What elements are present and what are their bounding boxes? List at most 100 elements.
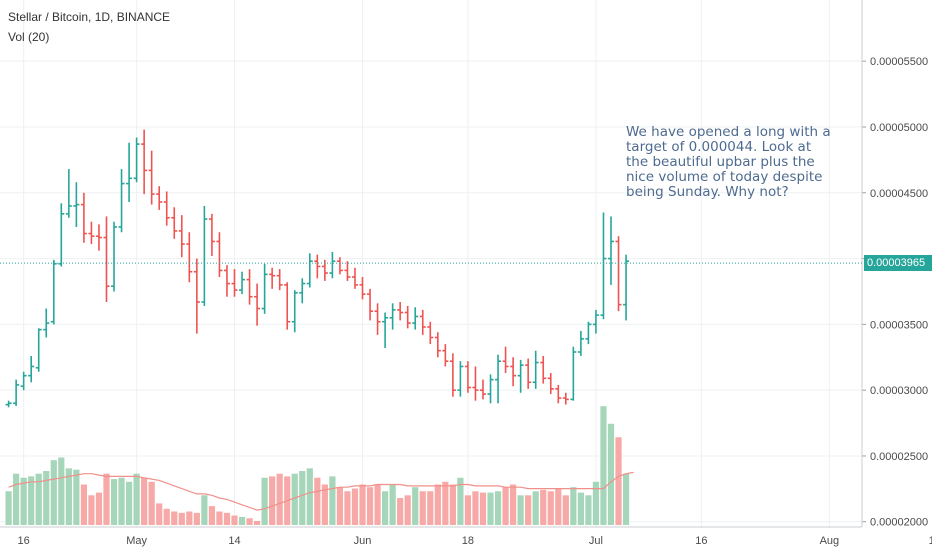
volume-bar [615,437,622,525]
volume-bar [171,511,178,525]
ohlc-bar [118,169,125,233]
ohlc-bar [457,361,464,397]
ohlc-bar [186,232,193,283]
annotation-line: target of 0.000044. Look at [626,139,812,155]
volume-bar [374,484,381,525]
ohlc-bar [600,212,607,320]
volume-bar [472,491,479,525]
ohlc-bar [517,359,524,393]
volume-bar [517,495,524,525]
ohlc-bar [464,361,471,393]
annotation-line: We have opened a long with a [626,124,831,140]
ohlc-bar [156,186,163,210]
ohlc-bar [223,265,230,297]
ohlc-bar [314,254,321,279]
volume-bar [329,476,336,525]
volume-bar [88,495,95,525]
ohlc-bar [608,216,614,285]
ohlc-bar [65,169,72,218]
volume-bar [359,484,366,525]
volume-bar [525,495,532,525]
ohlc-bar [28,355,35,383]
ohlc-bar [329,251,336,279]
ohlc-bar [623,254,630,321]
volume-bar [73,469,80,525]
volume-bar [50,460,57,525]
volume-bar [193,512,200,525]
ohlc-bar [126,142,133,202]
volume-bar [397,498,404,525]
ohlc-bar [163,191,170,226]
volume-bar [238,516,246,525]
x-tick-label: Jun [354,535,372,547]
ohlc-bar [291,290,298,333]
volume-bar [351,488,359,525]
ohlc-bar [20,371,27,391]
ohlc-bar [50,259,57,325]
volume-bar [269,476,276,525]
volume-bar [156,503,163,525]
volume-indicator-label: Vol (20) [8,30,50,44]
volume-bar [35,473,42,525]
ohlc-bar [502,346,509,374]
ohlc-bar [43,308,50,338]
volume-bar [261,477,268,525]
x-tick-label: 14 [228,535,240,547]
volume-bar [427,491,434,525]
ohlc-bar [141,129,148,195]
last-price-tag: 0.00003965 [864,255,932,272]
y-tick-label: 0.00002500 [870,451,928,463]
volume-bar [555,488,562,525]
ohlc-bar [374,303,381,335]
ohlc-bar [80,192,87,243]
ohlc-bar [555,384,562,404]
volume-bar [201,495,208,525]
trade-annotation: We have opened a long with a target of 0… [626,125,851,200]
volume-bar [125,481,133,525]
volume-bar [449,484,456,525]
volume-bar [141,477,148,525]
ohlc-bar [261,263,268,314]
y-tick-label: 0.00003500 [870,319,928,331]
volume-bar [600,406,607,525]
y-tick-label: 0.00005000 [870,122,928,134]
y-tick-label: 0.00003000 [870,385,928,397]
ohlc-bar [412,307,419,330]
volume-bar [547,491,554,525]
volume-bar [457,477,464,525]
volume-bar [434,484,441,525]
ohlc-bar [269,267,276,289]
volume-bar [253,520,261,525]
volume-bar [494,491,502,525]
volume-bar [314,477,321,525]
y-tick-label: 0.00002000 [870,517,928,529]
volume-bar [479,492,487,525]
ohlc-bar [397,301,404,321]
ohlc-bar [88,221,95,245]
ohlc-bar [615,236,622,312]
volume-bar [28,476,35,525]
ohlc-bar [201,205,208,306]
annotation-line: being Sunday. Why not? [626,184,789,200]
ohlc-bar [479,379,486,400]
ohlc-bar [419,309,426,335]
volume-bar [366,487,374,525]
volume-bar [291,473,298,525]
volume-bar [510,484,517,525]
x-tick-label: Jul [589,535,603,547]
ohlc-bar [434,332,441,358]
ohlc-bar [570,346,577,401]
volume-bar [570,487,577,525]
volume-bar [336,487,344,525]
x-tick-label: 14 [929,535,932,547]
x-tick-label: 16 [695,535,707,547]
ohlc-bar [540,355,547,384]
volume-bar [163,508,170,525]
x-tick-label: 18 [462,535,474,547]
volume-bar [389,484,396,525]
annotation-line: the beautiful upbar plus the [626,154,815,170]
ohlc-bar [472,366,479,401]
ohlc-bar [148,150,155,205]
ohlc-bar [178,215,185,258]
